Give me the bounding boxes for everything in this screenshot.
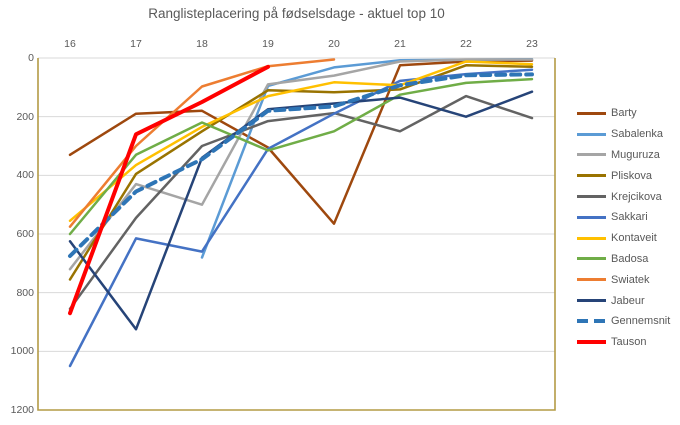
y-axis-tick-label: 200 xyxy=(16,110,34,123)
legend-item-sakkari: Sakkari xyxy=(577,207,670,228)
series-line-sabalenka xyxy=(200,57,534,259)
legend-line-swatch xyxy=(577,340,606,345)
y-axis-tick-label: 0 xyxy=(28,52,34,64)
legend-item-muguruza: Muguruza xyxy=(577,145,670,166)
y-axis-tick-label: 800 xyxy=(16,286,34,299)
legend-line-swatch xyxy=(577,174,606,178)
legend-item-gennemsnit: Gennemsnit xyxy=(577,311,670,332)
y-axis-tick-label: 1200 xyxy=(10,404,34,416)
legend-label: Swiatek xyxy=(611,273,650,286)
y-axis-tick-label: 600 xyxy=(16,228,34,240)
legend-item-kontaveit: Kontaveit xyxy=(577,228,670,249)
legend-label: Gennemsnit xyxy=(611,315,671,328)
legend-line-swatch xyxy=(577,236,606,240)
legend-line-swatch xyxy=(577,132,606,136)
series-line-badosa xyxy=(68,77,534,236)
series-line-pliskova xyxy=(68,64,534,281)
x-axis-tick-label: 18 xyxy=(196,38,208,50)
legend-label: Sakkari xyxy=(611,211,648,224)
legend-label: Pliskova xyxy=(611,169,652,182)
series-line-tauson xyxy=(68,64,270,316)
y-axis-tick-label: 1000 xyxy=(10,345,34,358)
series-line-swiatek xyxy=(68,58,336,228)
legend-line-swatch xyxy=(577,111,606,115)
x-axis-tick-label: 19 xyxy=(262,38,274,50)
x-axis-tick-label: 16 xyxy=(64,38,76,50)
legend-label: Tauson xyxy=(611,336,647,349)
legend-item-barty: Barty xyxy=(577,103,670,124)
legend-line-swatch xyxy=(577,215,606,219)
series-line-barty xyxy=(68,59,534,225)
legend-label: Barty xyxy=(611,107,637,120)
legend-line-swatch xyxy=(577,299,606,303)
legend-label: Jabeur xyxy=(611,294,645,307)
legend-label: Kontaveit xyxy=(611,232,657,245)
legend-item-swiatek: Swiatek xyxy=(577,269,670,290)
legend-item-badosa: Badosa xyxy=(577,249,670,270)
series-line-kontaveit xyxy=(68,60,534,223)
legend-line-swatch xyxy=(577,278,606,282)
legend-line-swatch xyxy=(577,153,606,157)
legend-line-swatch xyxy=(577,195,606,199)
legend-label: Krejcikova xyxy=(611,190,662,203)
series-line-jabeur xyxy=(68,90,534,331)
legend-label: Sabalenka xyxy=(611,128,663,141)
x-axis-tick-label: 22 xyxy=(460,38,472,50)
legend-label: Badosa xyxy=(611,252,649,265)
legend-line-swatch xyxy=(577,319,606,324)
legend-line-swatch xyxy=(577,257,606,261)
legend-item-tauson: Tauson xyxy=(577,332,670,353)
series-line-gennemsnit xyxy=(68,72,534,258)
y-axis-tick-label: 400 xyxy=(16,169,34,182)
x-axis-tick-label: 23 xyxy=(526,38,538,50)
legend-item-jabeur: Jabeur xyxy=(577,290,670,311)
plot-border xyxy=(37,58,556,411)
legend-item-pliskova: Pliskova xyxy=(577,165,670,186)
x-axis-tick-label: 17 xyxy=(130,38,142,50)
legend-label: Muguruza xyxy=(611,148,660,161)
chart-title: Ranglisteplacering på fødselsdage - aktu… xyxy=(148,6,445,21)
legend: Barty Sabalenka Muguruza Pliskova Krejcikova… xyxy=(577,103,670,353)
series-line-krejcikova xyxy=(68,94,534,311)
x-axis-tick-label: 20 xyxy=(328,38,340,50)
legend-item-sabalenka: Sabalenka xyxy=(577,124,670,145)
legend-item-krejcikova: Krejcikova xyxy=(577,186,670,207)
x-axis-tick-label: 21 xyxy=(394,38,406,50)
